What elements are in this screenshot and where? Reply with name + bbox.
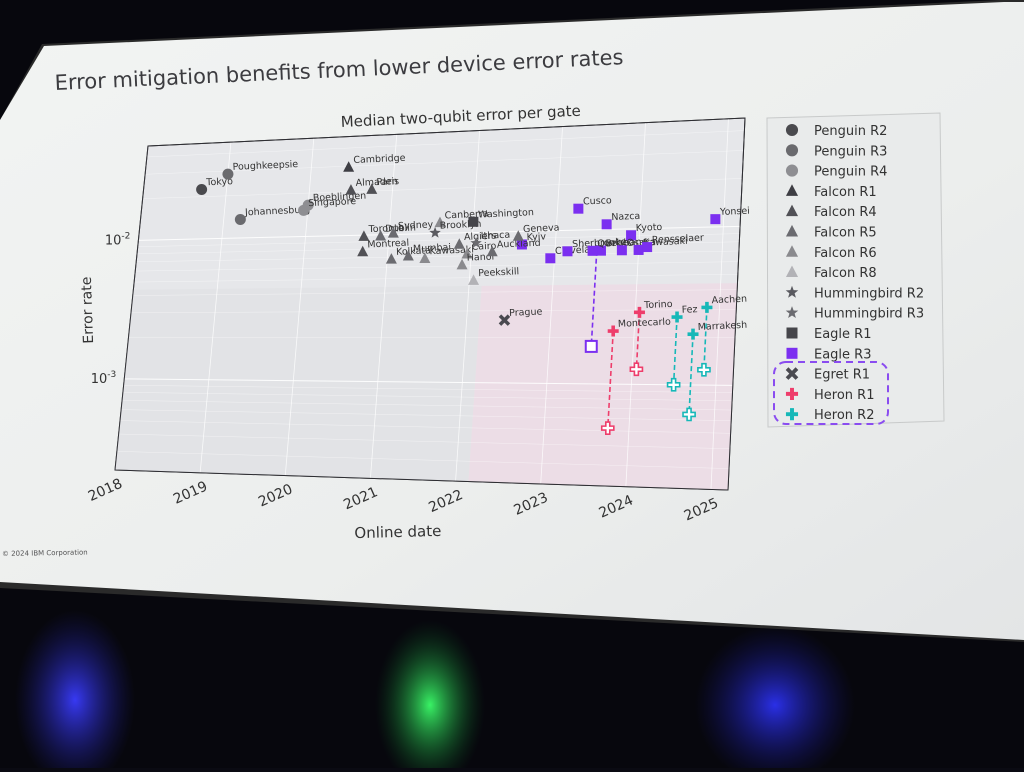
- x-axis-label: Online date: [354, 522, 441, 542]
- legend-label-penguin-r3: Penguin R3: [814, 144, 887, 159]
- legend-label-heron-r2: Heron R2: [814, 408, 874, 423]
- legend-label-falcon-r5: Falcon R5: [814, 226, 877, 241]
- legend-label-eagle-r3: Eagle R3: [814, 347, 871, 362]
- lower-band: [115, 286, 482, 482]
- point-eagle-r3: [602, 219, 612, 229]
- point-eagle-r3: [617, 245, 627, 255]
- point-eagle-r3: [588, 246, 598, 256]
- point-eagle-r3: [562, 246, 572, 256]
- legend-label-hummingbird-r3: Hummingbird R3: [814, 307, 924, 322]
- point-eagle-r3: [573, 204, 583, 214]
- y-axis-label: Error rate: [79, 276, 97, 344]
- point-label-marrakesh: Marrakesh: [697, 320, 747, 333]
- point-label-cambridge: Cambridge: [353, 153, 406, 166]
- legend-marker-eagle-r3: [787, 348, 798, 359]
- point-label-torino: Torino: [643, 299, 673, 311]
- legend: Penguin R2 Penguin R3 Penguin R4 Falcon R1 F…: [767, 113, 944, 427]
- legend-label-penguin-r4: Penguin R4: [814, 165, 887, 180]
- legend-marker-eagle-r1: [787, 328, 798, 339]
- point-eagle-r1: [468, 217, 478, 227]
- legend-label-egret-r1: Egret R1: [814, 368, 870, 383]
- point-label-peekskill: Peekskill: [478, 266, 519, 279]
- legend-label-penguin-r2: Penguin R2: [814, 124, 887, 139]
- legend-label-falcon-r1: Falcon R1: [814, 185, 877, 200]
- point-label-yonsei: Yonsei: [719, 206, 750, 218]
- point-label-rensselaer: Rensselaer: [652, 233, 705, 246]
- legend-label-falcon-r4: Falcon R4: [814, 205, 877, 220]
- point-label-geneva: Geneva: [523, 222, 560, 235]
- legend-label-falcon-r6: Falcon R6: [814, 246, 877, 261]
- point-label-cusco: Cusco: [583, 195, 612, 207]
- point-eagle-r3: [642, 242, 652, 252]
- legend-marker-penguin-r4: [786, 165, 798, 177]
- copyright-text: © 2024 IBM Corporation: [2, 549, 88, 558]
- point-label-paris: Paris: [376, 176, 399, 188]
- point-label-fez: Fez: [682, 304, 698, 316]
- point-eagle-r3: [634, 245, 644, 255]
- legend-marker-penguin-r2: [786, 124, 798, 136]
- point-eagle-r3: [710, 214, 720, 224]
- point-label-aachen: Aachen: [711, 294, 747, 307]
- legend-label-heron-r1: Heron R1: [814, 388, 874, 403]
- point-label-prague: Prague: [509, 307, 543, 319]
- best-error-marker-eagle-r3: [586, 341, 597, 352]
- point-label-nazca: Nazca: [611, 211, 640, 223]
- legend-marker-penguin-r3: [786, 144, 798, 156]
- legend-label-falcon-r8: Falcon R8: [814, 266, 877, 281]
- point-label-sydney: Sydney: [398, 219, 434, 232]
- point-label-singapore: Singapore: [308, 196, 357, 209]
- legend-label-hummingbird-r2: Hummingbird R2: [814, 286, 924, 301]
- point-label-kyoto: Kyoto: [636, 222, 663, 234]
- legend-label-eagle-r1: Eagle R1: [814, 327, 871, 342]
- point-label-montecarlo: Montecarlo: [618, 317, 672, 330]
- point-eagle-r3: [545, 253, 555, 263]
